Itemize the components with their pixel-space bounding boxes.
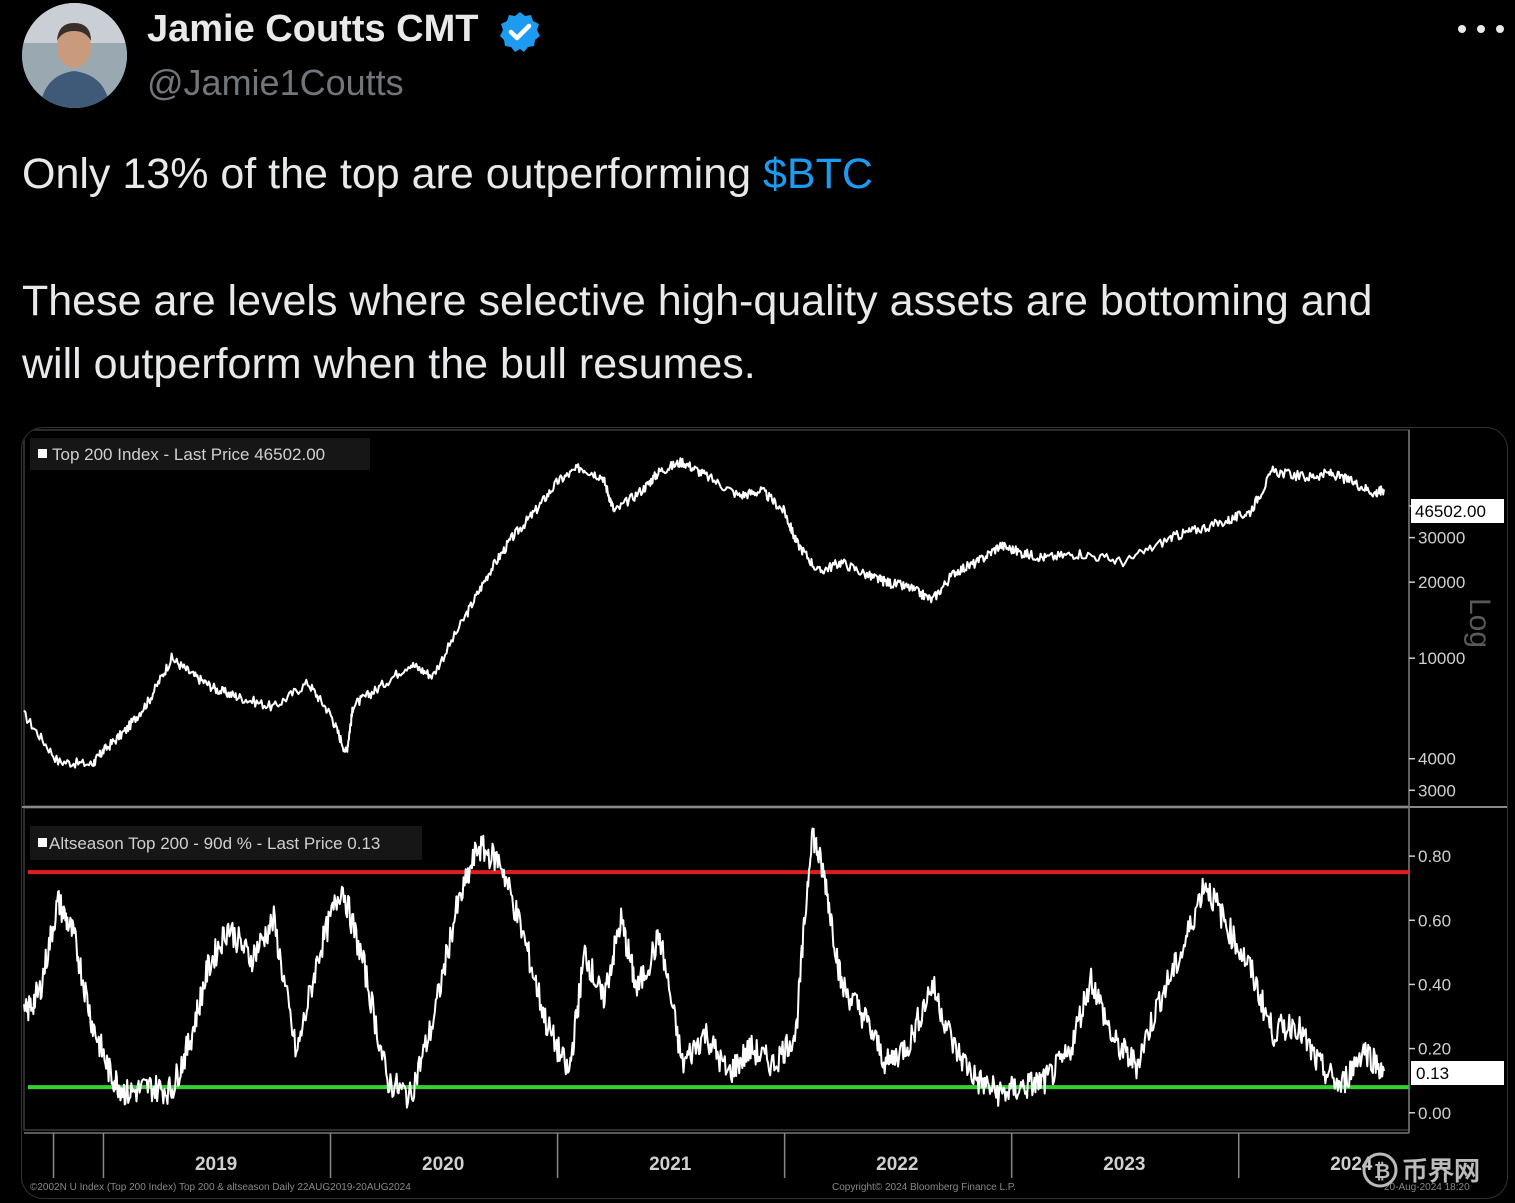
more-options-icon[interactable] <box>1458 14 1504 44</box>
xtick-2022-label: 2022 <box>876 1154 918 1175</box>
bottom-ytick-0.20-label: 0.20 <box>1418 1040 1451 1059</box>
verified-badge-icon <box>498 10 542 54</box>
top-ytick-4000-label: 4000 <box>1418 750 1456 769</box>
top-panel-frame <box>23 429 1410 807</box>
top-last-price-tag <box>1411 499 1504 523</box>
bottom-legend-swatch <box>38 838 47 847</box>
chart-image[interactable]: Top 200 Index - Last Price 46502.00 Alts… <box>21 427 1508 1199</box>
top-ytick-30000-label: 30000 <box>1418 529 1465 548</box>
xtick-2023-label: 2023 <box>1103 1154 1145 1175</box>
top-y-axis-ticks: 3000400010000200003000040000 <box>1409 497 1465 800</box>
avatar[interactable] <box>22 3 127 108</box>
x-axis-ticks: 2019 2020 2021 2022 2023 2024 <box>52 1133 1373 1178</box>
chart-footer-left: ©2002N U Index (Top 200 Index) Top 200 &… <box>30 1182 411 1193</box>
bottom-ytick-0.60-label: 0.60 <box>1418 911 1451 930</box>
bottom-last-price-tag <box>1411 1061 1504 1085</box>
top-last-price-label: 46502.00 <box>1415 502 1486 521</box>
bottom-legend-text: Altseason Top 200 - 90d % - Last Price 0… <box>49 834 380 853</box>
bottom-y-axis-ticks: 0.00 0.20 0.40 0.60 0.80 <box>1409 847 1451 1123</box>
watermark-logo-letter: ₿ <box>1374 1161 1390 1183</box>
xtick-2024-label: 2024 <box>1330 1154 1373 1175</box>
author-handle[interactable]: @Jamie1Coutts <box>147 62 404 103</box>
top-legend-box <box>30 438 370 470</box>
tweet-text-line-2: These are levels where selective high-qu… <box>22 277 1373 325</box>
altseason-line <box>23 827 1385 1109</box>
top-legend-text: Top 200 Index - Last Price 46502.00 <box>52 445 325 464</box>
top-ytick-10000-label: 10000 <box>1418 649 1465 668</box>
xtick-2020-label: 2020 <box>422 1154 464 1175</box>
author-name[interactable]: Jamie Coutts CMT <box>147 8 479 50</box>
avatar-image <box>22 3 127 108</box>
bottom-ytick-0.00-label: 0.00 <box>1418 1104 1451 1123</box>
bottom-legend-box <box>30 826 422 860</box>
top-legend-swatch <box>38 449 47 458</box>
top-ytick-3000-label: 3000 <box>1418 781 1456 800</box>
bottom-last-price-label: 0.13 <box>1416 1064 1449 1083</box>
top200-index-line <box>23 457 1385 769</box>
tweet-text-line-3: will outperform when the bull resumes. <box>22 340 756 388</box>
chart-footer-right: 20-Aug-2024 18:20 <box>1384 1182 1470 1193</box>
watermark-logo-icon <box>1362 1152 1398 1188</box>
xtick-2019-label: 2019 <box>195 1154 237 1175</box>
tweet-text-line-1: Only 13% of the top are outperforming $B… <box>22 150 873 199</box>
log-scale-label: Log <box>1463 598 1496 648</box>
bloomberg-chart: Top 200 Index - Last Price 46502.00 Alts… <box>22 429 1507 1193</box>
tweet-text-plain: Only 13% of the top are outperforming <box>22 150 763 198</box>
bottom-ytick-0.80-label: 0.80 <box>1418 847 1451 866</box>
xtick-2021-label: 2021 <box>649 1154 692 1175</box>
watermark-text: 币界网 <box>1402 1156 1480 1186</box>
top-ytick-20000-label: 20000 <box>1418 573 1465 592</box>
cashtag-link[interactable]: $BTC <box>762 150 873 198</box>
bottom-ytick-0.40-label: 0.40 <box>1418 975 1451 994</box>
chart-footer-center: Copyright© 2024 Bloomberg Finance L.P. <box>832 1182 1016 1193</box>
